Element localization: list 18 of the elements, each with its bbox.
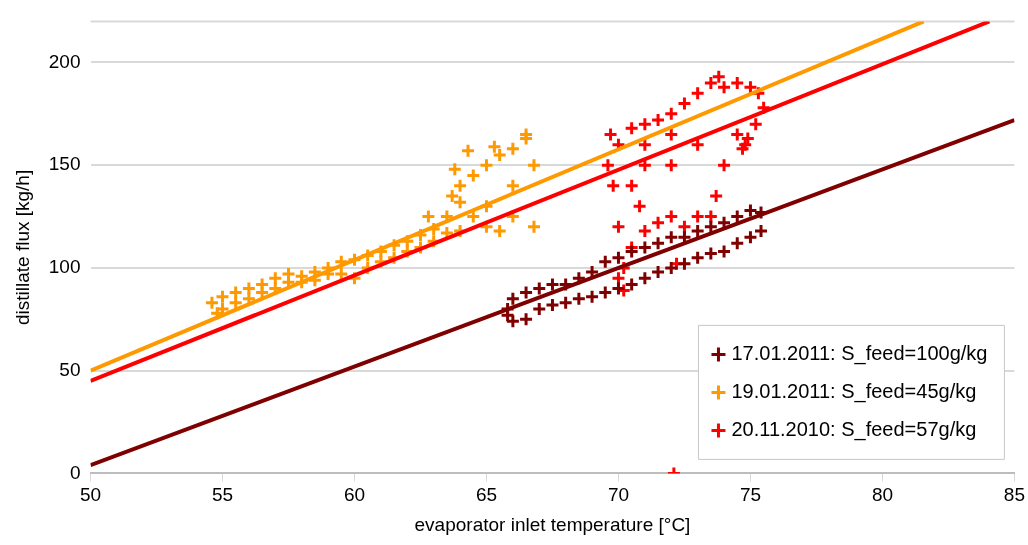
y-axis-title: distillate flux [kg/h] [11,169,33,326]
y-tick-label: 0 [69,461,81,483]
x-tick-label: 50 [79,484,102,506]
y-tick-label: 50 [59,358,81,380]
x-tick-label: 65 [475,484,498,506]
y-tick-label: 100 [48,256,81,278]
x-tick-label: 75 [739,484,762,506]
x-axis-title: evaporator inlet temperature [°C] [414,513,691,535]
x-tick-label: 85 [1003,484,1025,506]
legend-label: 17.01.2011: S_feed=100g/kg [731,341,988,365]
y-tick-label: 200 [48,50,81,72]
legend-label: 19.01.2011: S_feed=45g/kg [731,379,977,403]
y-tick-label: 150 [48,153,81,175]
x-tick-label: 60 [343,484,366,506]
legend-label: 20.11.2010: S_feed=57g/kg [731,417,977,441]
x-tick-label: 70 [607,484,630,506]
x-tick-label: 80 [871,484,894,506]
x-tick-label: 55 [211,484,234,506]
